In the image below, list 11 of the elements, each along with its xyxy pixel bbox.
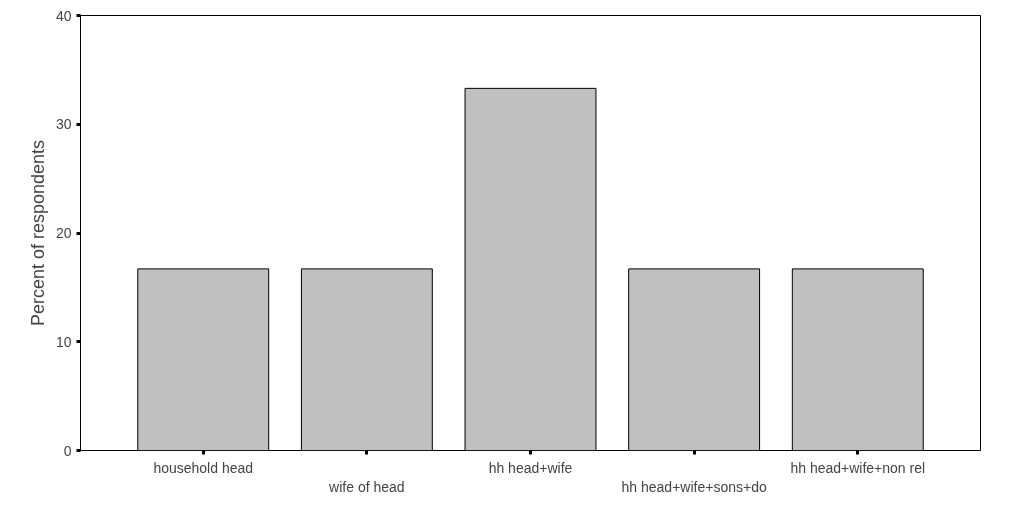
y-tick-label: 0: [63, 442, 72, 459]
y-tick-label: 10: [55, 333, 72, 350]
x-tick-label: household head: [153, 459, 254, 476]
x-tick-label: hh head+wife: [488, 459, 573, 476]
x-tick-label: hh head+wife+non rel: [790, 459, 926, 476]
x-tick-label: wife of head: [328, 478, 405, 495]
y-tick-label: 30: [55, 116, 72, 133]
x-tick-label: hh head+wife+sons+do: [621, 478, 767, 495]
y-axis-title: Percent of respondents: [27, 139, 48, 327]
y-tick-label: 40: [55, 7, 72, 24]
y-tick-label: 20: [55, 225, 72, 241]
